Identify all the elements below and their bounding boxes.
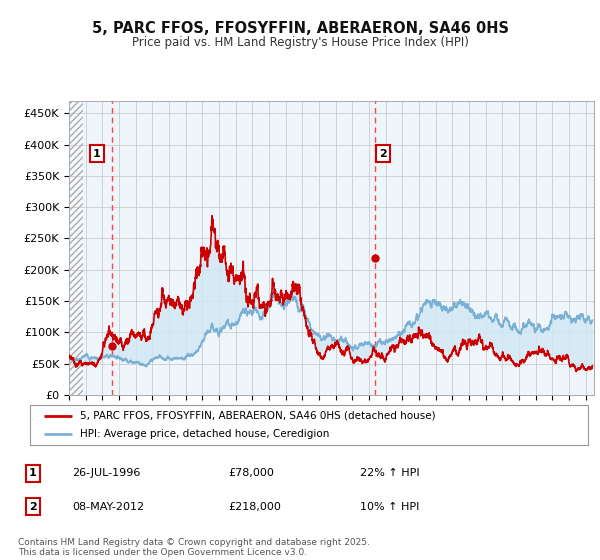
Text: 08-MAY-2012: 08-MAY-2012 bbox=[72, 502, 144, 512]
Text: £218,000: £218,000 bbox=[228, 502, 281, 512]
Text: £78,000: £78,000 bbox=[228, 468, 274, 478]
Bar bbox=[69, 101, 83, 395]
Text: 10% ↑ HPI: 10% ↑ HPI bbox=[360, 502, 419, 512]
Text: 2: 2 bbox=[29, 502, 37, 512]
Text: HPI: Average price, detached house, Ceredigion: HPI: Average price, detached house, Cere… bbox=[80, 430, 329, 439]
Text: Price paid vs. HM Land Registry's House Price Index (HPI): Price paid vs. HM Land Registry's House … bbox=[131, 36, 469, 49]
Text: 2: 2 bbox=[379, 149, 387, 158]
Text: 5, PARC FFOS, FFOSYFFIN, ABERAERON, SA46 0HS (detached house): 5, PARC FFOS, FFOSYFFIN, ABERAERON, SA46… bbox=[80, 411, 436, 421]
Text: 22% ↑ HPI: 22% ↑ HPI bbox=[360, 468, 419, 478]
Text: Contains HM Land Registry data © Crown copyright and database right 2025.
This d: Contains HM Land Registry data © Crown c… bbox=[18, 538, 370, 557]
Text: 1: 1 bbox=[93, 149, 101, 158]
Text: 26-JUL-1996: 26-JUL-1996 bbox=[72, 468, 140, 478]
Text: 1: 1 bbox=[29, 468, 37, 478]
Bar bbox=[69, 101, 83, 395]
Text: 5, PARC FFOS, FFOSYFFIN, ABERAERON, SA46 0HS: 5, PARC FFOS, FFOSYFFIN, ABERAERON, SA46… bbox=[91, 21, 509, 36]
